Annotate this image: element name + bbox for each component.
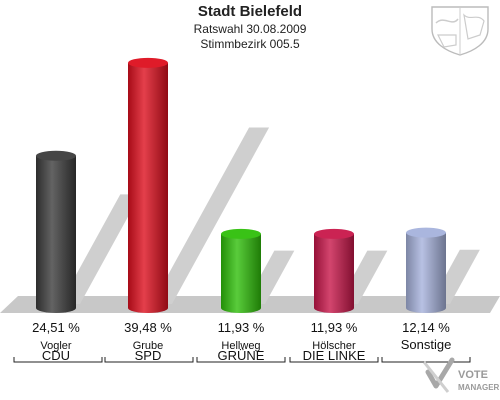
bar-top bbox=[406, 227, 446, 238]
check-mark-icon bbox=[425, 357, 455, 389]
bar-spd bbox=[128, 62, 168, 314]
candidate-label: Vogler bbox=[40, 340, 72, 352]
nrw-coat-of-arms-icon bbox=[431, 6, 489, 56]
party-label: SPD bbox=[135, 348, 162, 363]
candidate-label: Grube bbox=[133, 340, 164, 352]
bar-cdu bbox=[36, 155, 76, 313]
bar-gr-ne bbox=[221, 233, 261, 313]
bar-shadows bbox=[60, 127, 480, 304]
candidate-label: Hellweg bbox=[221, 340, 260, 352]
bar-shadow bbox=[152, 127, 270, 304]
category-underline bbox=[196, 357, 286, 363]
value-label: 39,48 % bbox=[124, 320, 172, 335]
bar-shadow bbox=[60, 194, 141, 304]
category-underline bbox=[13, 357, 103, 363]
category-underline bbox=[381, 357, 471, 363]
logo-text-vote: VOTE bbox=[458, 369, 488, 381]
party-label: Sonstige bbox=[401, 337, 452, 352]
bar-top bbox=[221, 228, 261, 239]
category-underline bbox=[104, 357, 194, 363]
bar-top bbox=[128, 57, 168, 68]
chart-subtitle-district: Stimmbezirk 005.5 bbox=[200, 37, 300, 51]
party-label: GRÜNE bbox=[218, 348, 265, 363]
value-label: 11,93 % bbox=[311, 320, 358, 335]
bar-top bbox=[36, 150, 76, 161]
value-label: 11,93 % bbox=[218, 320, 265, 335]
vote-manager-logo: VOTE MANAGER bbox=[422, 357, 500, 393]
bar-sonstige bbox=[406, 232, 446, 313]
chart-subtitle-election: Ratswahl 30.08.2009 bbox=[193, 22, 307, 36]
candidate-label: Hölscher bbox=[312, 340, 356, 352]
bar-die-linke bbox=[314, 233, 354, 313]
category-underline bbox=[289, 357, 379, 363]
value-label: 12,14 % bbox=[402, 320, 450, 335]
value-label: 24,51 % bbox=[32, 320, 80, 335]
party-label: CDU bbox=[42, 348, 70, 363]
bars bbox=[36, 57, 446, 314]
bar-top bbox=[314, 228, 354, 239]
party-label: DIE LINKE bbox=[303, 348, 366, 363]
chart-title: Stadt Bielefeld bbox=[197, 3, 303, 20]
logo-text-manager: MANAGER bbox=[458, 383, 500, 392]
